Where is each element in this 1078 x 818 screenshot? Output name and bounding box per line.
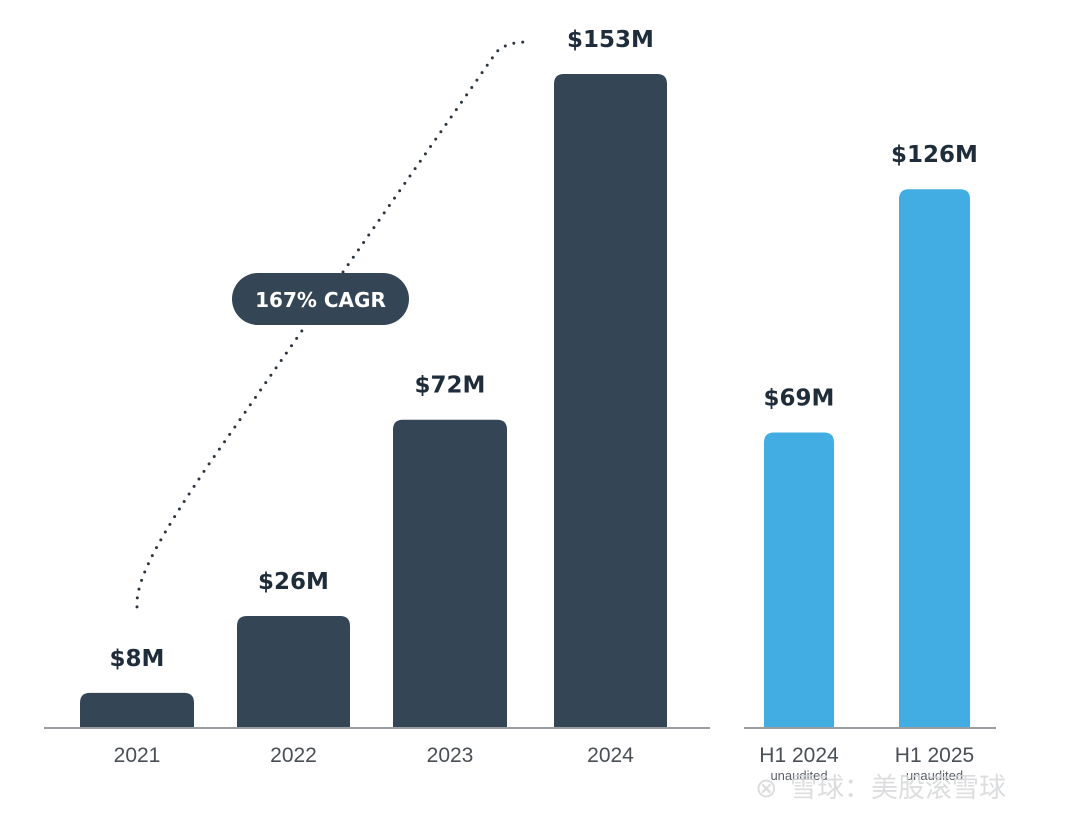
- cagr-badge-background: [232, 273, 409, 325]
- category-label-2021: 2021: [114, 744, 161, 767]
- category-label-2023: 2023: [427, 744, 474, 767]
- watermark-text: 雪球：美股滚雪球: [790, 773, 1006, 804]
- cagr-trend-line: [135, 40, 528, 609]
- value-label-2024: $153M: [567, 27, 654, 53]
- value-label-h1-2025: $126M: [891, 142, 978, 168]
- cagr-badge: 167% CAGR: [232, 273, 409, 325]
- bar-2023: [393, 419, 507, 727]
- bar-h1-2024: [764, 432, 834, 727]
- bar-2022: [237, 616, 350, 727]
- category-label-2024: 2024: [587, 744, 634, 767]
- category-label-2022: 2022: [270, 744, 317, 767]
- bar-h1-2025: [899, 189, 970, 727]
- value-label-2023: $72M: [415, 373, 486, 399]
- bar-2021: [80, 692, 194, 727]
- bar-2024: [554, 74, 667, 727]
- value-label-2021: $8M: [110, 646, 165, 672]
- value-label-2022: $26M: [258, 569, 329, 595]
- cagr-badge-text: 167% CAGR: [255, 288, 386, 312]
- category-sublabel-h1-2025: unaudited: [906, 768, 963, 783]
- category-sublabel-h1-2024: unaudited: [770, 768, 827, 783]
- category-label-h1-2025: H1 2025: [895, 744, 974, 767]
- category-label-h1-2024: H1 2024: [759, 744, 839, 767]
- cagr-trend-dots: [135, 40, 528, 609]
- watermark-logo-icon: ⊗: [755, 773, 778, 804]
- value-label-h1-2024: $69M: [764, 386, 835, 412]
